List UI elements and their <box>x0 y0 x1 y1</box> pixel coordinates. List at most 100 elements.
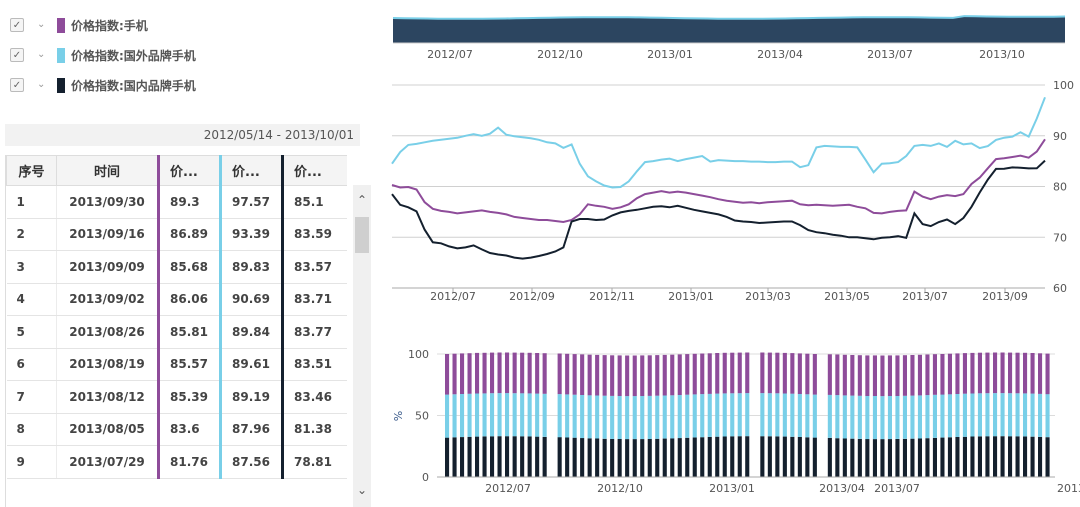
legend-swatch <box>57 77 65 93</box>
bar-segment <box>662 438 667 477</box>
y-tick-label: 100 <box>1053 79 1074 92</box>
bar-segment <box>932 354 937 395</box>
table-row[interactable]: 8 2013/08/05 83.6 87.96 81.38 <box>6 413 347 446</box>
bar-segment <box>797 437 802 477</box>
bar-segment <box>842 438 847 477</box>
bar-segment <box>482 436 487 477</box>
bar-segment <box>962 436 967 477</box>
stacked-bar-chart: 0 50 100% 2012/07 2012/10 2013/01 2013/04 2013/… <box>392 348 1080 495</box>
checkbox-icon[interactable]: ✓ <box>10 48 24 62</box>
table-cell: 7 <box>6 380 57 414</box>
bar-segment <box>865 439 870 477</box>
bar-segment <box>812 394 817 438</box>
table-row[interactable]: 6 2013/08/19 85.57 89.61 83.51 <box>6 348 347 381</box>
bar-segment <box>452 353 457 395</box>
bar-segment <box>490 436 495 477</box>
bar-segment <box>835 438 840 477</box>
bar-segment <box>632 439 637 477</box>
overview-tick-label: 2013/10 <box>979 48 1025 61</box>
bar-segment <box>872 355 877 396</box>
checkbox-icon[interactable]: ✓ <box>10 18 24 32</box>
overview-area <box>393 17 1065 43</box>
table-row[interactable]: 4 2013/09/02 86.06 90.69 83.71 <box>6 283 347 316</box>
x-tick-label: 2013/07 <box>902 290 948 303</box>
bar-segment <box>850 395 855 439</box>
table-row[interactable]: 1 2013/09/30 89.3 97.57 85.1 <box>6 185 347 219</box>
bar-segment <box>475 352 480 394</box>
bar-segment <box>700 353 705 395</box>
bar-segment <box>610 395 615 439</box>
bar-segment <box>655 395 660 439</box>
bar-segment <box>722 352 727 394</box>
bar-segment <box>520 393 525 437</box>
bar-segment <box>1038 393 1043 437</box>
y-tick-label: 90 <box>1053 130 1067 143</box>
header-phone[interactable]: 价... <box>157 155 221 186</box>
bar-segment <box>655 355 660 396</box>
bar-segment <box>947 437 952 477</box>
bar-segment <box>880 396 885 440</box>
bar-segment <box>947 353 952 395</box>
chevron-down-icon[interactable]: ⌄ <box>37 19 46 30</box>
bar-segment <box>925 354 930 396</box>
bar-segment <box>970 393 975 437</box>
legend-item-domestic[interactable]: ✓ ⌄ 价格指数:国内品牌手机 <box>10 70 360 100</box>
table-row[interactable]: 2 2013/09/16 86.89 93.39 83.59 <box>6 218 347 251</box>
bar-segment <box>790 436 795 477</box>
scroll-down-icon[interactable]: ⌄ <box>356 483 368 497</box>
chevron-down-icon[interactable]: ⌄ <box>37 49 46 60</box>
bar-segment <box>722 436 727 477</box>
bar-segment <box>520 352 525 394</box>
header-foreign[interactable]: 价... <box>219 155 283 186</box>
bar-segment <box>1008 352 1013 394</box>
overview-navigator[interactable]: 2012/07 2012/10 2013/01 2013/04 2013/07 2013/… <box>385 0 1065 62</box>
header-domestic[interactable]: 价... <box>281 155 347 186</box>
bar-segment <box>1023 436 1028 477</box>
bar-segment <box>760 436 765 477</box>
bar-segment <box>625 396 630 440</box>
table-cell: 78.81 <box>281 445 347 479</box>
bar-segment <box>692 353 697 395</box>
bar-segment <box>512 436 517 477</box>
bar-segment <box>670 395 675 439</box>
checkbox-icon[interactable]: ✓ <box>10 78 24 92</box>
bar-segment <box>475 393 480 437</box>
table-cell: 87.96 <box>219 413 283 446</box>
table-row[interactable]: 9 2013/07/29 81.76 87.56 78.81 <box>6 445 347 479</box>
bar-segment <box>985 436 990 477</box>
table-scrollbar[interactable]: ⌃ ⌄ <box>353 185 371 507</box>
table-cell: 89.61 <box>219 348 283 381</box>
bar-segment <box>775 352 780 394</box>
bar-segment <box>565 353 570 395</box>
table-row[interactable]: 3 2013/09/09 85.68 89.83 83.57 <box>6 250 347 284</box>
header-time[interactable]: 时间 <box>56 155 159 186</box>
bar-segment <box>932 394 937 438</box>
bar-segment <box>977 436 982 477</box>
overview-tick-label: 2012/07 <box>427 48 473 61</box>
chevron-down-icon[interactable]: ⌄ <box>37 79 46 90</box>
bar-segment <box>685 354 690 395</box>
bar-segment <box>677 438 682 477</box>
bar-segment <box>452 437 457 477</box>
table-cell: 97.57 <box>219 185 283 219</box>
bar-segment <box>572 394 577 438</box>
series-line-2 <box>391 159 1046 260</box>
legend-item-foreign[interactable]: ✓ ⌄ 价格指数:国外品牌手机 <box>10 40 360 70</box>
bar-segment <box>542 353 547 394</box>
legend-item-phone[interactable]: ✓ ⌄ 价格指数:手机 <box>10 10 360 40</box>
scrollbar-thumb[interactable] <box>355 217 369 253</box>
table-row[interactable]: 7 2013/08/12 85.39 89.19 83.46 <box>6 380 347 414</box>
bar-segment <box>580 395 585 439</box>
bar-segment <box>857 355 862 396</box>
table-cell: 2013/09/02 <box>56 283 159 316</box>
table-cell: 86.89 <box>157 218 221 251</box>
scroll-up-icon[interactable]: ⌃ <box>356 193 368 207</box>
table-cell: 81.38 <box>281 413 347 446</box>
bar-segment <box>670 354 675 396</box>
header-index[interactable]: 序号 <box>6 155 57 186</box>
table-cell: 85.68 <box>157 250 221 284</box>
bar-segment <box>985 352 990 394</box>
table-row[interactable]: 5 2013/08/26 85.81 89.84 83.77 <box>6 315 347 349</box>
bar-segment <box>745 352 750 394</box>
bar-segment <box>887 355 892 396</box>
